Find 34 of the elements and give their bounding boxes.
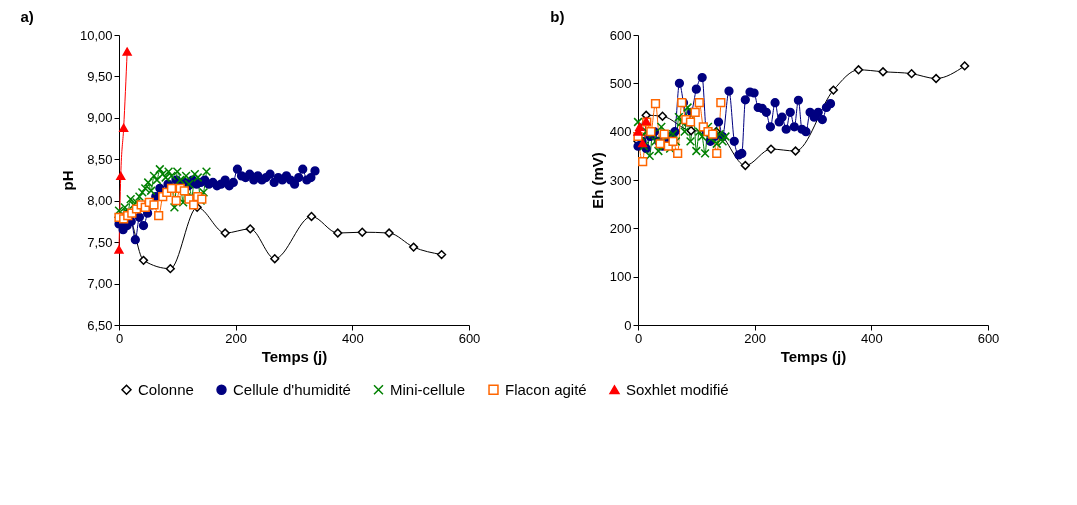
chart-title: a)	[20, 8, 34, 25]
y-tick-label: 8,00	[87, 193, 113, 209]
x-tick-label: 600	[458, 330, 481, 346]
chart-title: b)	[550, 8, 565, 25]
y-tick-label: 8,50	[87, 151, 113, 167]
y-axis-title: Eh (mV)	[588, 152, 606, 209]
y-tick-label: 7,00	[87, 276, 113, 292]
y-axis-title: pH	[58, 170, 76, 191]
x-tick-label: 0	[634, 330, 643, 346]
y-tick-label: 100	[609, 269, 632, 285]
y-tick-label: 10,00	[79, 27, 113, 43]
y-tick-label: 7,50	[87, 234, 113, 250]
x-tick-label: 200	[744, 330, 767, 346]
y-tick-label: 9,00	[87, 110, 113, 126]
legend-label: Cellule d'humidité	[233, 380, 351, 398]
x-tick-label: 0	[115, 330, 124, 346]
x-tick-label: 600	[977, 330, 1000, 346]
y-tick-label: 200	[609, 220, 632, 236]
legend-label: Flacon agité	[505, 380, 587, 398]
y-tick-label: 6,50	[87, 317, 113, 333]
legend-label: Colonne	[138, 380, 194, 398]
x-tick-label: 400	[341, 330, 364, 346]
y-tick-label: 300	[609, 172, 632, 188]
x-tick-label: 400	[860, 330, 883, 346]
y-tick-label: 500	[609, 75, 632, 91]
x-axis-title: Temps (j)	[261, 347, 328, 365]
y-tick-label: 400	[609, 124, 632, 140]
y-tick-label: 9,50	[87, 68, 113, 84]
legend-label: Soxhlet modifié	[626, 380, 729, 398]
x-axis-title: Temps (j)	[780, 347, 847, 365]
y-tick-label: 0	[624, 317, 632, 333]
x-tick-label: 200	[225, 330, 248, 346]
legend-label: Mini-cellule	[390, 380, 466, 398]
y-tick-label: 600	[609, 27, 632, 43]
